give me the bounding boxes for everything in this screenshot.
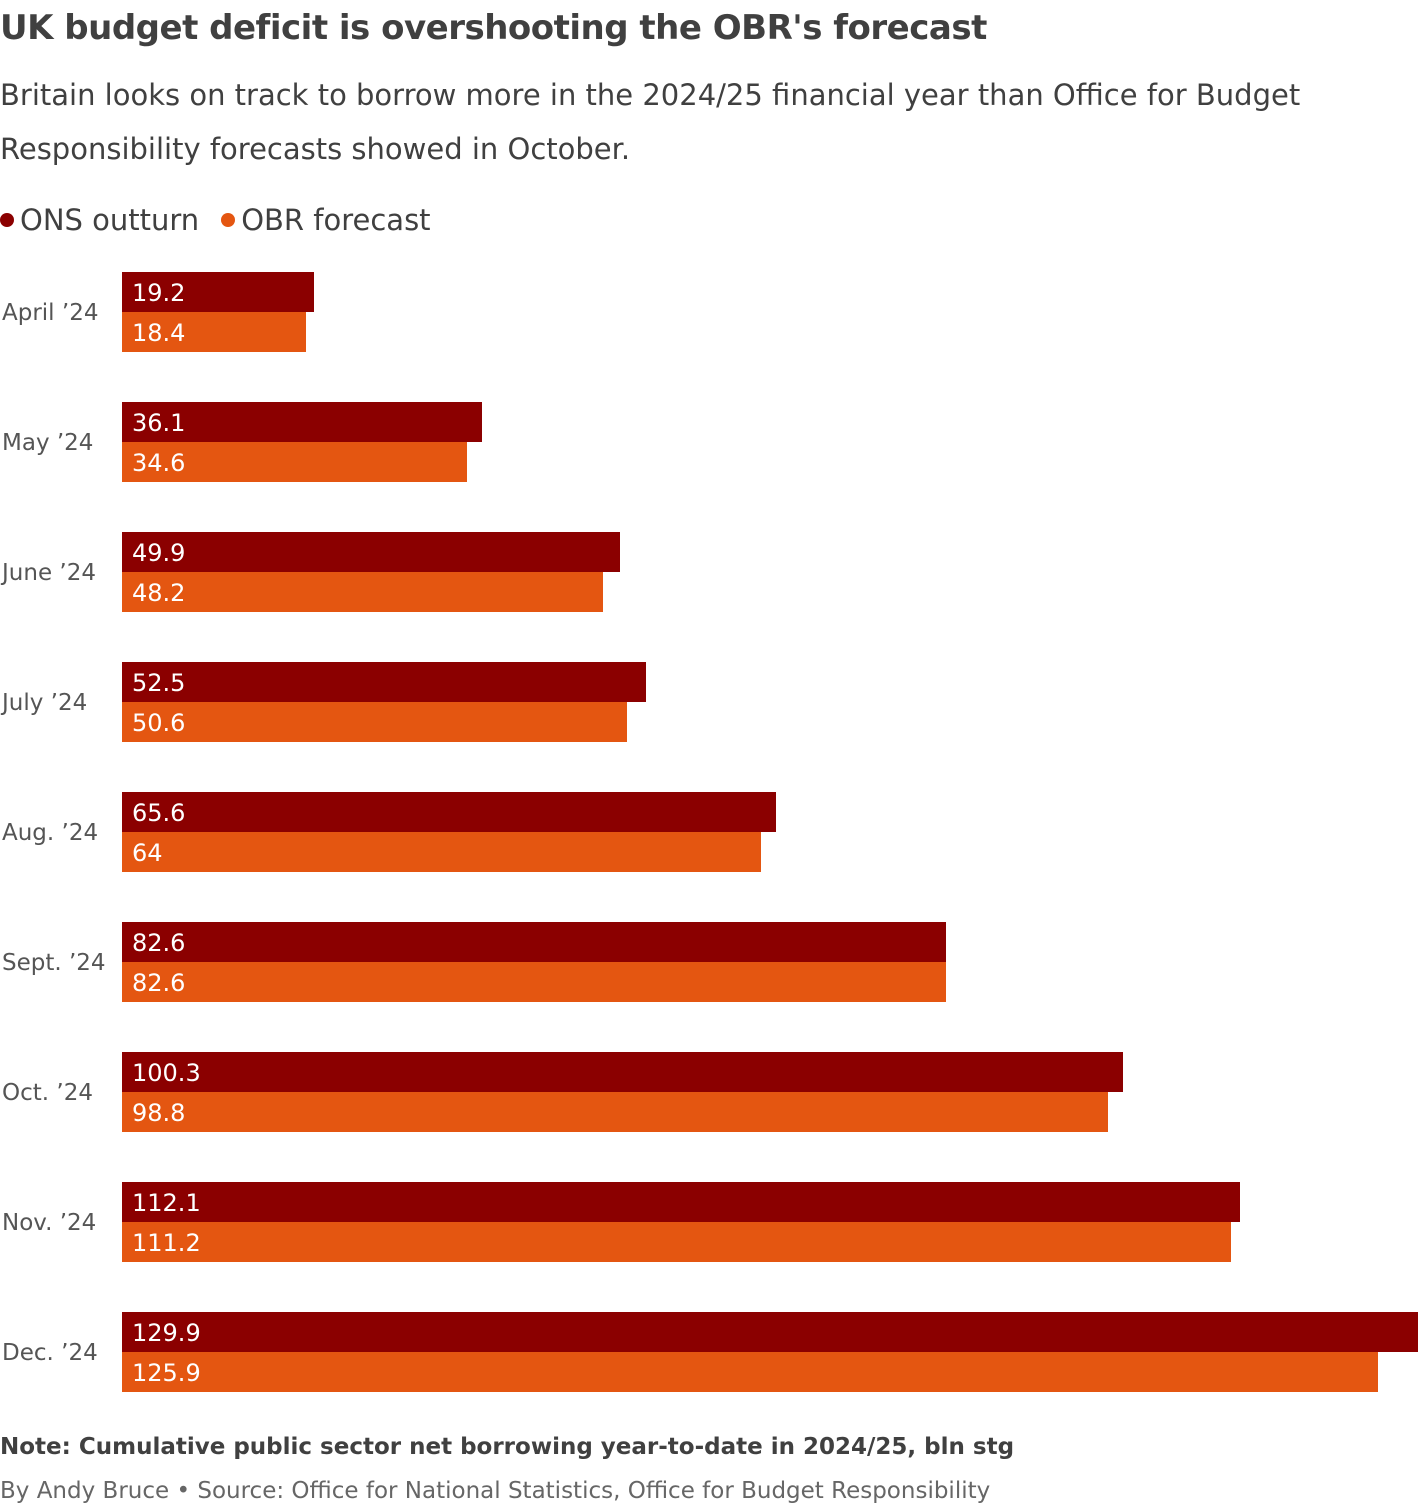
bar-group-may-24: May ’24 36.1 34.6 [2, 402, 482, 482]
credit-separator: • [176, 1478, 191, 1504]
legend: ONS outturn OBR forecast [0, 200, 453, 240]
data-label-obr-forecast: 18.4 [132, 319, 185, 347]
data-label-ons-outturn: 49.9 [132, 539, 185, 567]
chart-credit: By Andy Bruce • Source: Office for Natio… [0, 1478, 990, 1504]
bar-ons-outturn [122, 662, 646, 702]
data-label-obr-forecast: 82.6 [132, 969, 185, 997]
legend-label-obr: OBR forecast [241, 203, 431, 237]
data-label-ons-outturn: 65.6 [132, 799, 185, 827]
legend-item-obr: OBR forecast [221, 203, 431, 237]
category-label: June ’24 [0, 560, 96, 586]
category-label: May ’24 [2, 430, 93, 456]
category-label: Sept. ’24 [2, 950, 106, 976]
data-label-obr-forecast: 111.2 [132, 1229, 201, 1257]
bar-group-oct-24: Oct. ’24 100.3 98.8 [2, 1052, 1123, 1132]
bar-obr-forecast [122, 442, 467, 482]
data-label-ons-outturn: 36.1 [132, 409, 185, 437]
data-label-obr-forecast: 98.8 [132, 1099, 185, 1127]
bar-ons-outturn [122, 272, 314, 312]
data-label-ons-outturn: 82.6 [132, 929, 185, 957]
bar-obr-forecast [122, 1222, 1231, 1262]
bar-ons-outturn [122, 922, 946, 962]
category-label: April ’24 [2, 300, 98, 326]
bar-obr-forecast [122, 1092, 1108, 1132]
bar-group-april-24: April ’24 19.2 18.4 [2, 272, 314, 352]
category-label: Aug. ’24 [2, 820, 98, 846]
bar-obr-forecast [122, 702, 627, 742]
chart-title: UK budget deficit is overshooting the OB… [0, 8, 987, 48]
bar-chart: April ’24 19.2 18.4 May ’24 36.1 34.6 June ’24… [0, 272, 1418, 1392]
data-label-obr-forecast: 50.6 [132, 709, 185, 737]
bar-ons-outturn [122, 402, 482, 442]
bar-obr-forecast [122, 1352, 1378, 1392]
source-text: Source: Office for National Statistics, … [197, 1478, 991, 1504]
bar-group-nov-24: Nov. ’24 112.1 111.2 [2, 1182, 1240, 1262]
data-label-ons-outturn: 129.9 [132, 1319, 201, 1347]
bar-group-dec-24: Dec. ’24 129.9 125.9 [2, 1312, 1418, 1392]
bar-obr-forecast [122, 572, 603, 612]
chart-note: Note: Cumulative public sector net borro… [0, 1434, 1015, 1460]
bar-ons-outturn [122, 532, 620, 572]
bar-obr-forecast [122, 312, 306, 352]
category-label: Nov. ’24 [2, 1210, 96, 1236]
bar-group-july-24: July ’24 52.5 50.6 [0, 662, 646, 742]
bar-group-aug-24: Aug. ’24 65.6 64 [2, 792, 776, 872]
data-label-ons-outturn: 19.2 [132, 279, 185, 307]
category-label: July ’24 [0, 690, 87, 716]
bar-obr-forecast [122, 832, 761, 872]
data-label-obr-forecast: 64 [132, 839, 163, 867]
bar-group-sept-24: Sept. ’24 82.6 82.6 [2, 922, 946, 1002]
category-label: Dec. ’24 [2, 1340, 98, 1366]
bar-ons-outturn [122, 1182, 1240, 1222]
data-label-obr-forecast: 48.2 [132, 579, 185, 607]
data-label-ons-outturn: 100.3 [132, 1059, 201, 1087]
bar-group-june-24: June ’24 49.9 48.2 [0, 532, 620, 612]
data-label-obr-forecast: 34.6 [132, 449, 185, 477]
category-label: Oct. ’24 [2, 1080, 93, 1106]
bar-ons-outturn [122, 1052, 1123, 1092]
legend-label-ons: ONS outturn [20, 203, 200, 237]
data-label-ons-outturn: 52.5 [132, 669, 185, 697]
bar-ons-outturn [122, 792, 776, 832]
legend-dot-ons-icon [0, 213, 14, 227]
legend-item-ons: ONS outturn [0, 203, 199, 237]
bar-obr-forecast [122, 962, 946, 1002]
byline: By Andy Bruce [0, 1478, 170, 1504]
data-label-obr-forecast: 125.9 [132, 1359, 201, 1387]
legend-dot-obr-icon [221, 213, 236, 227]
data-label-ons-outturn: 112.1 [132, 1189, 201, 1217]
chart-subtitle: Britain looks on track to borrow more in… [0, 78, 1301, 166]
bar-ons-outturn [122, 1312, 1418, 1352]
